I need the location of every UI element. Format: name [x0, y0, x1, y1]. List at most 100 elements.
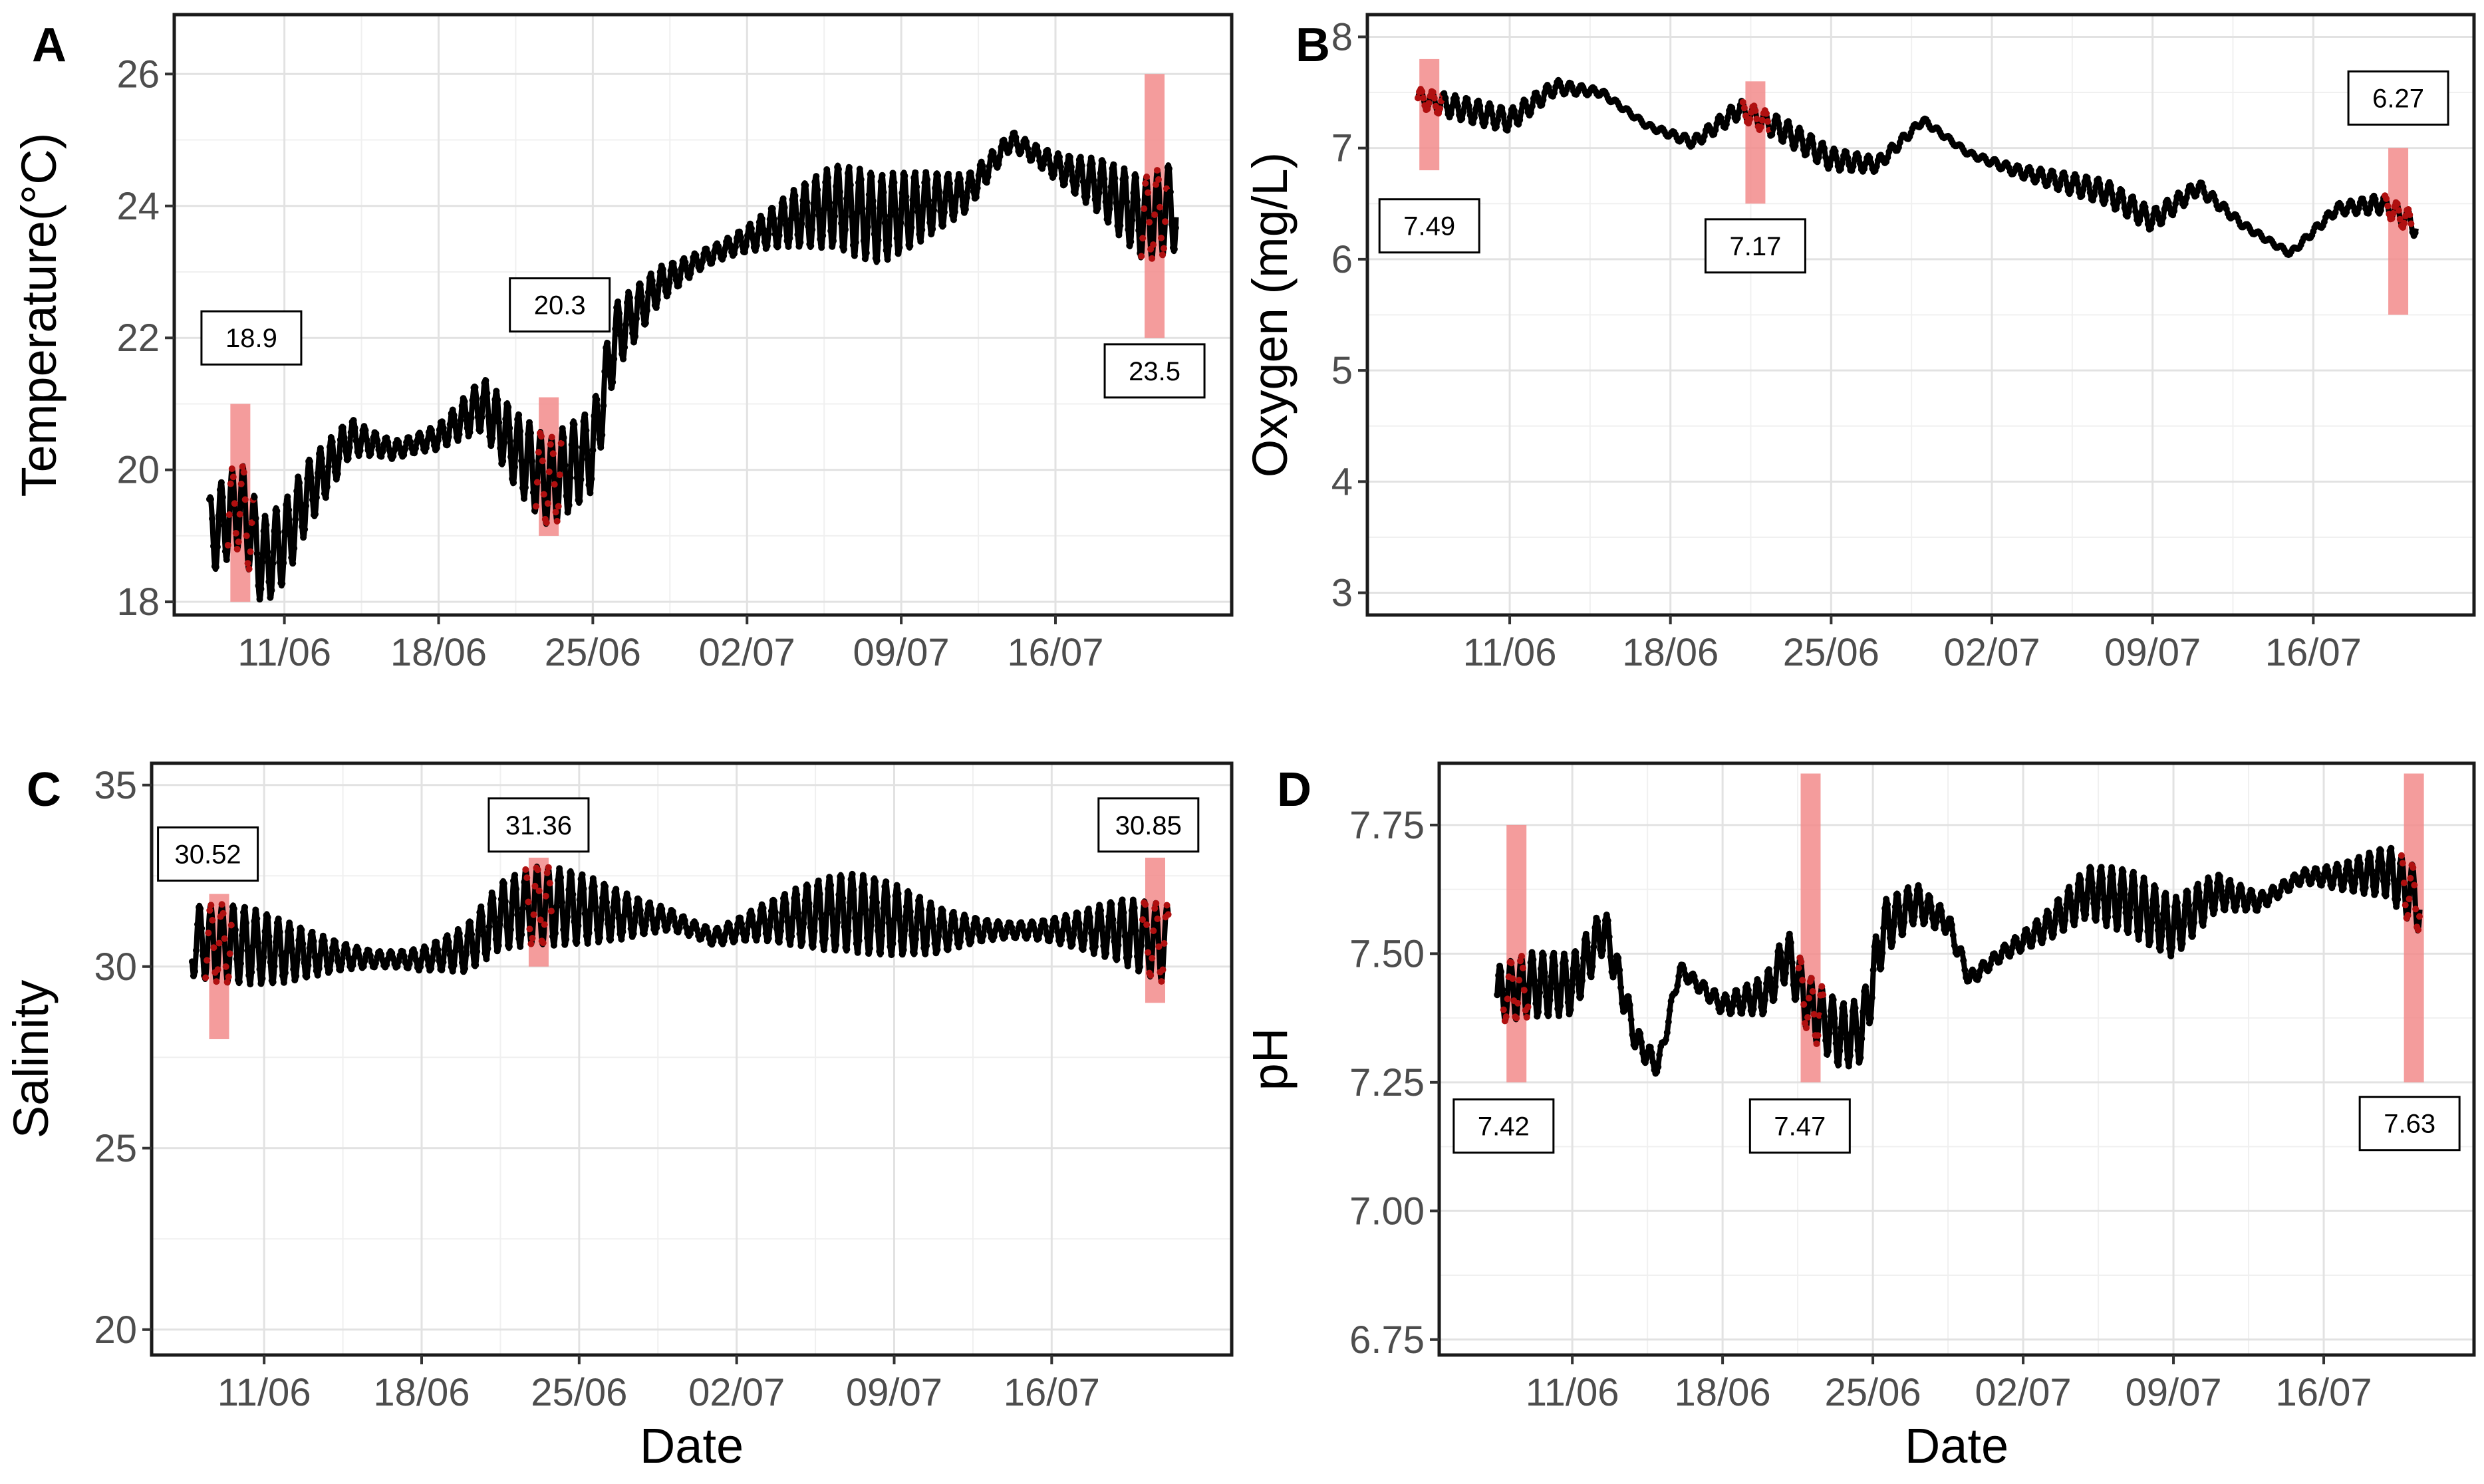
data-point — [883, 878, 890, 886]
data-point — [511, 463, 519, 471]
data-point — [906, 908, 914, 916]
data-point — [528, 457, 535, 465]
data-point — [1840, 1000, 1848, 1007]
data-point — [1605, 933, 1613, 940]
data-point — [1071, 189, 1079, 197]
data-point — [704, 249, 712, 257]
data-point — [2355, 205, 2362, 212]
x-tick-label: 18/06 — [1675, 1371, 1771, 1414]
data-point — [2287, 883, 2294, 890]
data-point — [2393, 903, 2400, 910]
data-point — [221, 935, 228, 942]
data-point — [1520, 987, 1528, 994]
data-point — [807, 242, 815, 249]
data-point — [591, 883, 598, 890]
data-point — [1090, 950, 1097, 957]
data-point — [1873, 938, 1881, 945]
data-point — [1725, 114, 1731, 121]
data-point — [749, 913, 756, 920]
data-point — [893, 235, 900, 242]
data-point — [2206, 878, 2213, 886]
data-point — [1868, 994, 1875, 1001]
data-point — [1933, 918, 1940, 926]
data-point — [241, 496, 249, 503]
data-point — [733, 929, 740, 937]
data-point — [783, 900, 790, 908]
data-point — [252, 515, 259, 522]
data-point — [1595, 931, 1603, 938]
data-point — [2143, 904, 2150, 912]
data-point — [2062, 916, 2069, 924]
data-point — [698, 264, 705, 271]
data-point — [1129, 896, 1137, 904]
data-point — [720, 252, 728, 259]
data-point — [1598, 952, 1605, 959]
data-point — [610, 904, 617, 911]
data-point — [1589, 963, 1596, 970]
data-point — [985, 921, 992, 928]
data-point — [215, 939, 223, 947]
data-point — [2388, 215, 2396, 222]
data-point — [445, 433, 452, 440]
data-point — [1470, 114, 1478, 121]
data-point — [1885, 917, 1892, 924]
data-point — [1810, 140, 1817, 148]
data-point — [765, 935, 772, 942]
data-point — [205, 929, 212, 937]
data-point — [483, 955, 490, 963]
data-point — [2194, 187, 2201, 195]
data-point — [1075, 920, 1083, 927]
data-point — [2383, 195, 2390, 202]
data-point — [2207, 890, 2215, 898]
data-point — [1024, 145, 1032, 152]
data-point — [600, 402, 607, 409]
data-point — [457, 417, 464, 424]
data-point — [1519, 964, 1526, 971]
data-point — [1830, 996, 1837, 1003]
data-point — [1082, 922, 1089, 929]
data-point — [1007, 142, 1014, 149]
annotation-label: 30.85 — [1115, 811, 1182, 840]
data-point — [293, 487, 301, 495]
data-point — [624, 299, 630, 307]
data-point — [1143, 921, 1151, 928]
y-tick-label: 6 — [1331, 238, 1353, 281]
data-point — [941, 209, 948, 216]
y-tick-label: 20 — [116, 449, 160, 492]
data-point — [424, 437, 431, 443]
data-point — [2319, 878, 2326, 885]
data-point — [497, 444, 504, 451]
data-point — [1948, 922, 1955, 929]
data-point — [732, 937, 738, 944]
data-point — [1419, 88, 1426, 95]
data-point — [341, 434, 348, 441]
data-point — [2036, 929, 2043, 936]
data-point — [1062, 172, 1069, 179]
data-point — [2147, 225, 2154, 232]
data-point — [2084, 895, 2091, 902]
data-point — [333, 947, 341, 954]
data-point — [774, 243, 781, 250]
data-point — [777, 215, 784, 221]
y-tick-label: 7.25 — [1349, 1061, 1425, 1104]
x-tick-label: 11/06 — [237, 631, 331, 674]
data-point — [1788, 133, 1795, 140]
data-point — [1746, 116, 1754, 123]
data-point — [2089, 880, 2096, 887]
annotation-label: 31.36 — [505, 811, 572, 840]
data-point — [523, 457, 530, 465]
data-point — [2072, 914, 2079, 921]
x-tick-label: 16/07 — [1007, 631, 1103, 674]
data-point — [1809, 988, 1816, 995]
data-point — [2055, 896, 2062, 904]
data-point — [1845, 1062, 1852, 1070]
data-point — [1794, 981, 1801, 989]
data-point — [1822, 1037, 1830, 1044]
data-point — [1813, 1040, 1820, 1047]
data-point — [951, 916, 958, 924]
data-point — [577, 476, 585, 483]
data-point — [1741, 993, 1748, 1000]
data-point — [644, 289, 652, 296]
data-point — [579, 443, 586, 451]
data-point — [240, 909, 247, 916]
